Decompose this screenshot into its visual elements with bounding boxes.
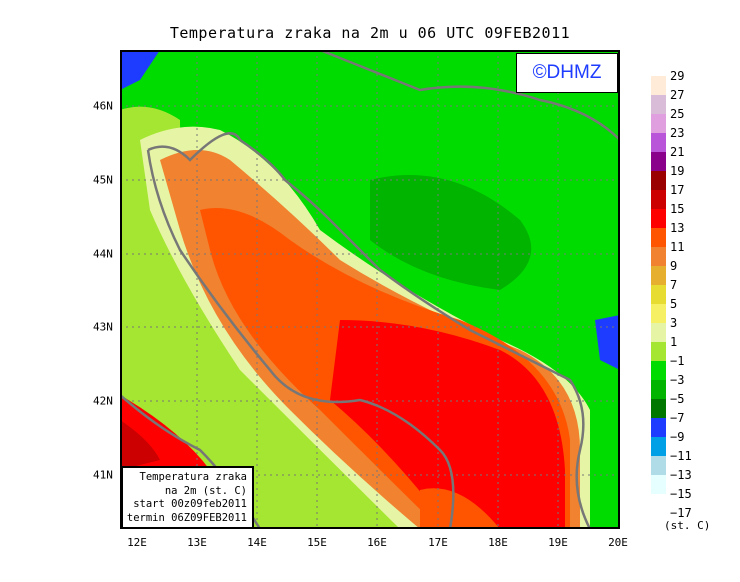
x-tick: 13E (187, 536, 207, 549)
legend-label: −11 (670, 449, 692, 463)
legend-swatch (651, 323, 666, 342)
temperature-map (120, 50, 620, 529)
legend-label: −5 (670, 392, 685, 406)
legend-label: −7 (670, 411, 685, 425)
legend-unit: (st. C) (664, 519, 711, 532)
legend-swatch (651, 152, 666, 171)
legend-label: 27 (670, 88, 685, 102)
legend-swatch (651, 95, 666, 114)
legend-swatch (651, 285, 666, 304)
legend-swatch (651, 209, 666, 228)
legend-swatch (651, 475, 666, 494)
dhmz-logo: ©DHMZ (516, 53, 618, 93)
x-tick: 14E (247, 536, 267, 549)
y-tick: 44N (93, 247, 113, 261)
legend-label: 19 (670, 164, 685, 178)
legend-swatch (651, 171, 666, 190)
legend-swatch (651, 456, 666, 475)
map-title: Temperatura zraka na 2m u 06 UTC 09FEB20… (169, 24, 571, 42)
legend-label: 21 (670, 145, 685, 159)
y-tick: 45N (93, 173, 113, 187)
legend-label: 29 (670, 69, 685, 83)
x-tick: 17E (428, 536, 448, 549)
x-tick: 20E (608, 536, 628, 549)
info-line: termin 06Z09FEB2011 (126, 511, 247, 524)
legend-label: −13 (670, 468, 692, 482)
map-frame (120, 50, 620, 529)
x-tick: 18E (488, 536, 508, 549)
legend-label: 7 (670, 278, 678, 292)
color-legend (651, 76, 666, 494)
legend-label: 9 (670, 259, 678, 273)
info-line: Temperatura zraka (139, 471, 247, 483)
info-line: start 00z09feb2011 (133, 498, 247, 510)
legend-swatch (651, 418, 666, 437)
legend-swatch (651, 114, 666, 133)
legend-label: −3 (670, 373, 685, 387)
legend-swatch (651, 228, 666, 247)
legend-swatch (651, 399, 666, 418)
y-tick: 46N (93, 99, 113, 113)
legend-label: 11 (670, 240, 685, 254)
legend-label: 25 (670, 107, 685, 121)
legend-swatch (651, 266, 666, 285)
hot-sea-region (330, 320, 565, 529)
legend-swatch (651, 342, 666, 361)
x-tick: 12E (127, 536, 147, 549)
legend-label: 1 (670, 335, 678, 349)
legend-label: 23 (670, 126, 685, 140)
legend-label: −15 (670, 487, 692, 501)
dark-green-region (370, 175, 532, 290)
legend-swatch (651, 437, 666, 456)
legend-label: 3 (670, 316, 678, 330)
legend-label: 13 (670, 221, 685, 235)
x-tick: 16E (367, 536, 387, 549)
legend-swatch (651, 361, 666, 380)
legend-swatch (651, 304, 666, 323)
legend-label: 17 (670, 183, 685, 197)
legend-swatch (651, 190, 666, 209)
y-tick: 43N (93, 320, 113, 334)
info-box: Temperatura zraka na 2m (st. C) start 00… (121, 466, 254, 529)
tyrrhenian-dark (120, 420, 160, 470)
cold-patch (595, 315, 620, 370)
legend-swatch (651, 133, 666, 152)
cold-region (120, 50, 160, 90)
legend-label: 15 (670, 202, 685, 216)
legend-label: 5 (670, 297, 678, 311)
south-warm (420, 488, 500, 529)
info-line: na 2m (st. C) (164, 484, 247, 497)
y-tick: 42N (93, 394, 113, 408)
legend-swatch (651, 380, 666, 399)
y-tick: 41N (93, 468, 113, 482)
legend-label: −1 (670, 354, 685, 368)
x-tick: 15E (307, 536, 327, 549)
grid-lines (120, 50, 620, 529)
legend-swatch (651, 76, 666, 95)
x-tick: 19E (548, 536, 568, 549)
legend-swatch (651, 247, 666, 266)
legend-label: −17 (670, 506, 692, 520)
legend-label: −9 (670, 430, 685, 444)
